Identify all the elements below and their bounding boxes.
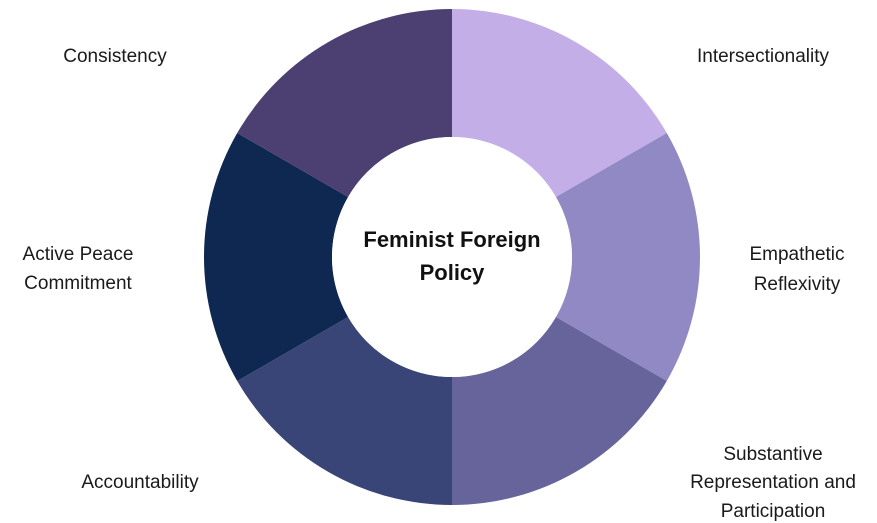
segment-label: Consistency — [63, 46, 167, 67]
center-title: Policy — [420, 260, 486, 285]
segment — [555, 133, 700, 381]
segment-label: Commitment — [24, 273, 132, 294]
segment — [237, 317, 452, 505]
segment-label: Participation — [721, 501, 826, 522]
segment-label: Substantive — [723, 444, 822, 465]
segment-label: Intersectionality — [697, 46, 830, 67]
segment-label: Representation and — [690, 472, 856, 493]
segment-label: Accountability — [81, 472, 199, 493]
segment — [452, 9, 667, 197]
center-circle — [332, 137, 572, 377]
segment-label: Reflexivity — [754, 274, 841, 295]
center-title: Feminist Foreign — [363, 227, 540, 252]
segment — [452, 317, 667, 505]
segment — [237, 9, 452, 197]
segment-label: Empathetic — [749, 244, 844, 265]
segment-label: Active Peace — [23, 244, 134, 265]
segment — [203, 133, 349, 381]
